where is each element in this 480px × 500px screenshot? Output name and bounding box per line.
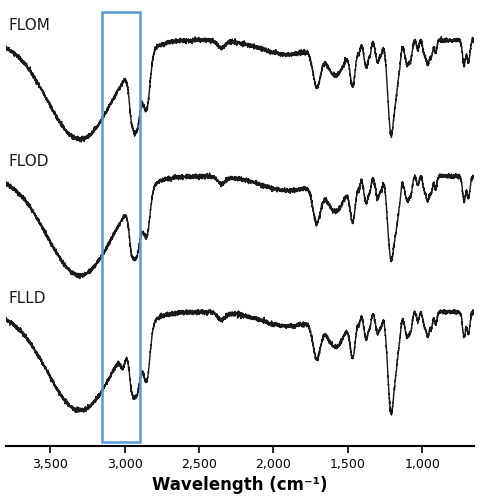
Text: FLOM: FLOM	[9, 18, 50, 33]
Text: FLOD: FLOD	[9, 154, 49, 170]
Text: FLLD: FLLD	[9, 291, 46, 306]
Bar	[102, 12, 140, 442]
X-axis label: Wavelength (cm⁻¹): Wavelength (cm⁻¹)	[152, 476, 328, 494]
